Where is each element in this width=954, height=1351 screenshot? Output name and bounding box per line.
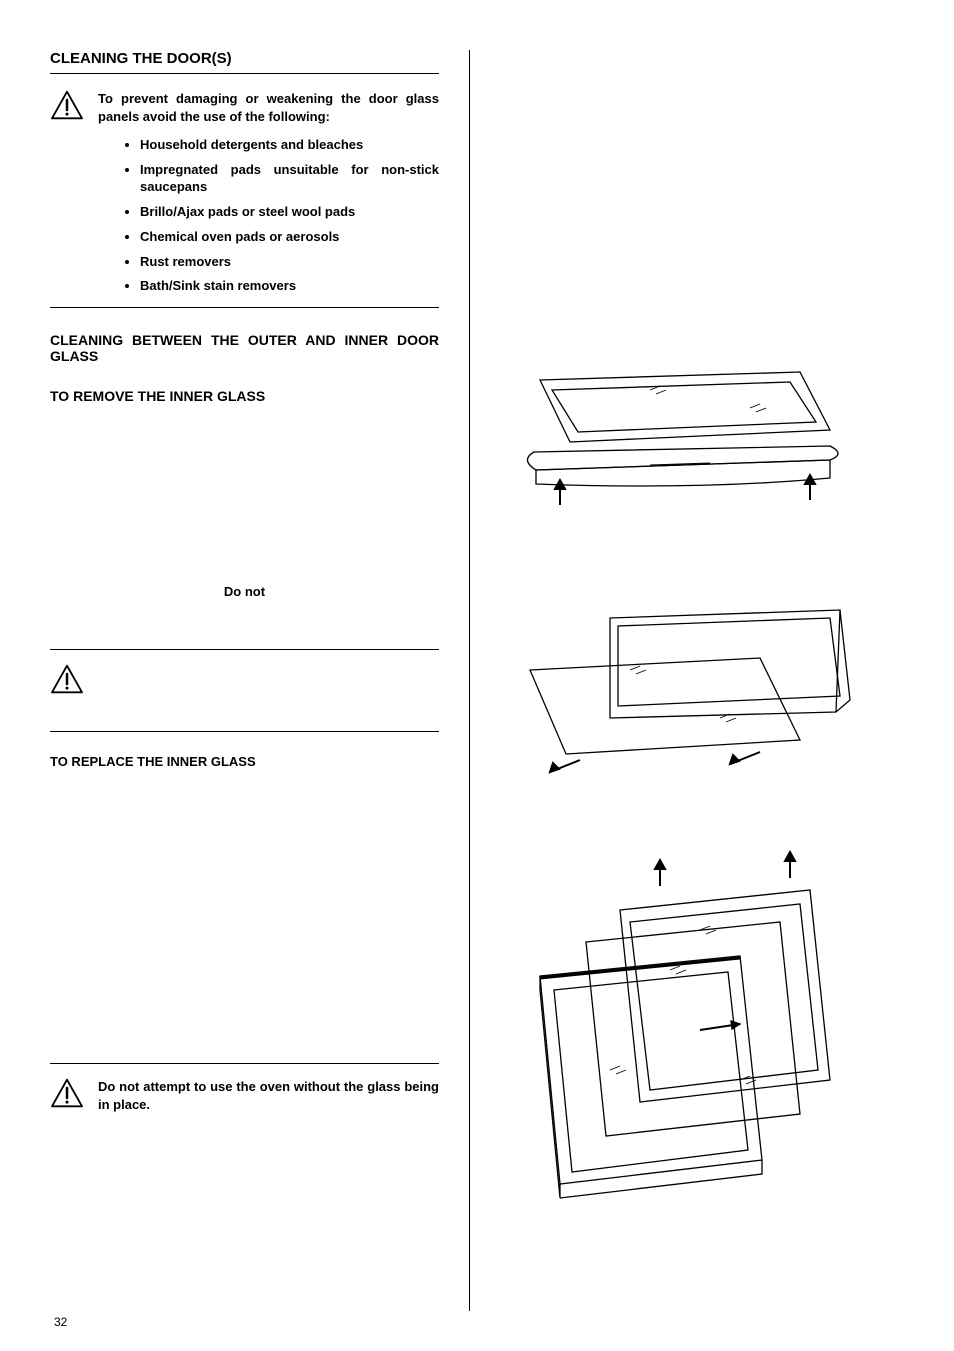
avoid-item: Brillo/Ajax pads or steel wool pads [140,204,439,221]
warning-icon [50,90,84,120]
warning-icon [50,664,84,694]
warning-intro-row: To prevent damaging or weakening the doo… [50,90,439,125]
divider [50,649,439,650]
warning-mid-text [98,664,439,717]
avoid-item: Rust removers [140,254,439,271]
warning-intro-text: To prevent damaging or weakening the doo… [98,90,439,125]
avoid-item: Impregnated pads unsuitable for non-stic… [140,162,439,196]
do-not-label: Do not [80,584,409,599]
avoid-item: Chemical oven pads or aerosols [140,229,439,246]
heading-cleaning-doors: CLEANING THE DOOR(S) [50,50,439,74]
heading-remove-inner: TO REMOVE THE INNER GLASS [50,388,439,404]
warning-mid-row [50,664,439,717]
diagram-door-trim [500,360,820,530]
avoid-item: Bath/Sink stain removers [140,278,439,295]
diagram-slide-glass [500,600,820,780]
page-number: 32 [54,1315,67,1329]
divider [50,307,439,308]
heading-replace-inner: TO REPLACE THE INNER GLASS [50,754,439,769]
warning-final-text: Do not attempt to use the oven without t… [98,1078,439,1113]
divider [50,1063,439,1064]
diagram-exploded-door [500,850,820,1210]
avoid-item: Household detergents and bleaches [140,137,439,154]
heading-cleaning-between: CLEANING BETWEEN THE OUTER AND INNER DOO… [50,332,439,364]
warning-final-row: Do not attempt to use the oven without t… [50,1078,439,1113]
divider [50,731,439,732]
avoid-list: Household detergents and bleaches Impreg… [50,137,439,295]
warning-icon [50,1078,84,1108]
